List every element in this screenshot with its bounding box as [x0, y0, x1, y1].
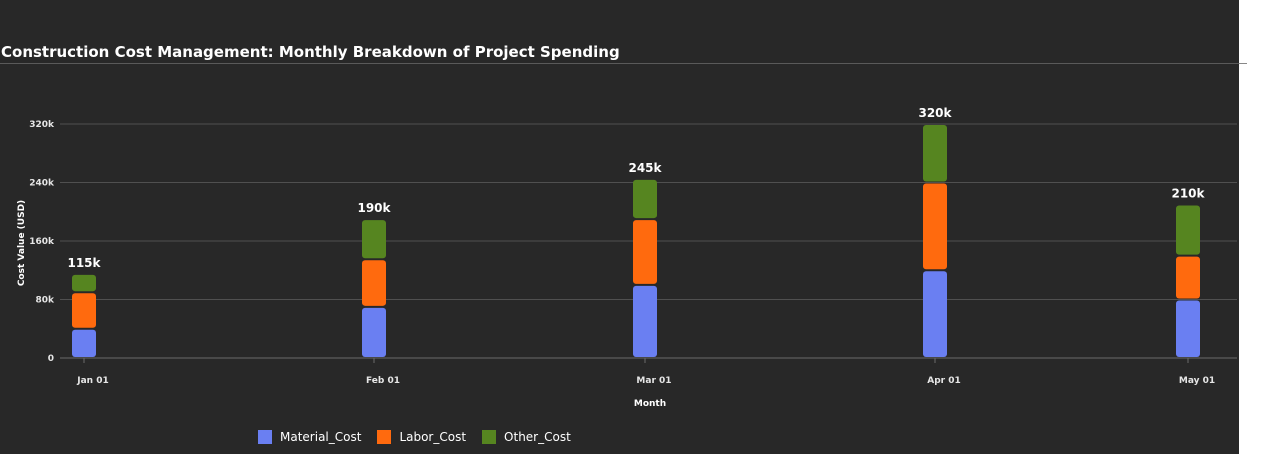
bar-segment — [72, 329, 96, 357]
legend: Material_Cost Labor_Cost Other_Cost — [258, 430, 571, 444]
bar-segment — [633, 179, 657, 219]
chart-title: Construction Cost Management: Monthly Br… — [1, 43, 620, 61]
x-tick-label: Mar 01 — [636, 376, 671, 386]
bar-segment — [1176, 300, 1200, 357]
x-tick-label: Apr 01 — [927, 376, 961, 386]
legend-item[interactable]: Material_Cost — [258, 430, 361, 444]
total-label: 115k — [67, 256, 101, 270]
total-label: 320k — [918, 106, 952, 120]
bar-layer — [72, 125, 1200, 357]
bar-segment — [72, 274, 96, 292]
stacked-bar-chart: 0 80k 160k 240k 320k Jan 01 Feb 01 Mar 01 Apr 01… — [17, 106, 1237, 409]
legend-item[interactable]: Other_Cost — [482, 430, 571, 444]
y-tick-label: 80k — [35, 296, 55, 306]
y-tick-label: 240k — [29, 179, 55, 189]
label-layer: 0 80k 160k 240k 320k Jan 01 Feb 01 Mar 01 Apr 01… — [29, 106, 1215, 386]
legend-label: Other_Cost — [504, 430, 571, 444]
bar-segment — [633, 220, 657, 284]
bar-segment — [923, 183, 947, 270]
chart-panel: Construction Cost Management: Monthly Br… — [0, 0, 1239, 454]
total-label: 210k — [1171, 186, 1205, 200]
legend-item[interactable]: Labor_Cost — [377, 430, 466, 444]
y-tick-label: 160k — [29, 237, 55, 247]
bar-segment — [1176, 205, 1200, 255]
x-tick-label: Feb 01 — [366, 376, 400, 386]
y-axis-title: Cost Value (USD) — [17, 200, 27, 286]
legend-label: Labor_Cost — [399, 430, 467, 444]
bar-segment — [923, 271, 947, 357]
total-label: 245k — [628, 161, 662, 175]
title-divider — [0, 63, 1239, 64]
legend-label: Material_Cost — [280, 430, 362, 444]
x-axis-title: Month — [634, 399, 666, 409]
bar-segment — [362, 260, 386, 306]
bar-segment — [362, 220, 386, 259]
y-tick-label: 320k — [29, 120, 55, 130]
bar-segment — [362, 307, 386, 357]
bar-segment — [923, 125, 947, 182]
legend-swatch — [258, 430, 272, 444]
x-tick-label: May 01 — [1179, 376, 1215, 386]
bar-segment — [633, 285, 657, 357]
y-tick-label: 0 — [48, 354, 54, 364]
edge-divider — [1239, 63, 1247, 64]
legend-swatch — [377, 430, 392, 444]
bar-segment — [1176, 256, 1200, 299]
legend-swatch — [482, 430, 497, 444]
x-tick-label: Jan 01 — [76, 376, 109, 386]
bar-segment — [72, 293, 96, 328]
total-label: 190k — [357, 201, 391, 215]
